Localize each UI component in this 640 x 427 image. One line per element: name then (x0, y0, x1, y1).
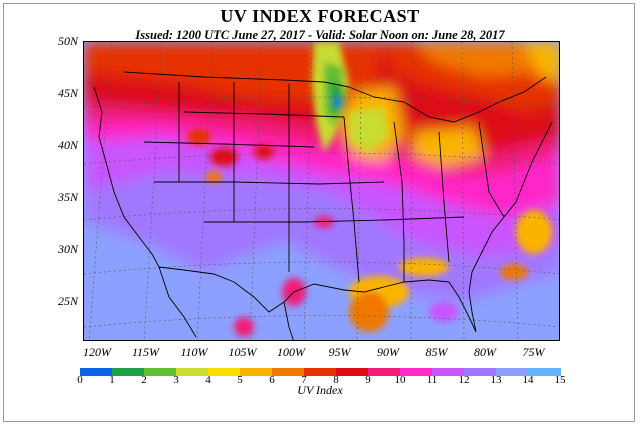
lat-label: 40N (57, 138, 78, 152)
figure-frame (3, 3, 635, 422)
colorbar-segment (336, 368, 369, 376)
map-subtitle: Issued: 1200 UTC June 27, 2017 - Valid: … (135, 28, 505, 42)
colorbar-segment (240, 368, 273, 376)
colorbar-segment (400, 368, 433, 376)
lat-label: 50N (57, 34, 78, 48)
uv-colorbar (80, 368, 561, 376)
lon-label: 110W (180, 345, 208, 359)
lon-label: 100W (277, 345, 305, 359)
lat-label: 25N (57, 294, 78, 308)
colorbar-tick-label: 15 (554, 374, 566, 386)
uv-map-graphic (84, 42, 559, 340)
colorbar-segment (176, 368, 209, 376)
colorbar-segment (304, 368, 337, 376)
colorbar-tick-label: 4 (205, 374, 211, 386)
lat-label: 35N (57, 190, 78, 204)
uv-index-map (83, 41, 560, 341)
lat-label: 30N (57, 242, 78, 256)
colorbar-title: UV Index (297, 383, 343, 397)
map-title: UV INDEX FORECAST (220, 6, 420, 26)
colorbar-segment (368, 368, 401, 376)
colorbar-segment (272, 368, 305, 376)
colorbar-segment (80, 368, 113, 376)
colorbar-tick-label: 9 (365, 374, 371, 386)
colorbar-segment (496, 368, 529, 376)
colorbar-segment (144, 368, 177, 376)
lon-label: 75W (522, 345, 545, 359)
colorbar-segment (528, 368, 561, 376)
lon-label: 120W (83, 345, 111, 359)
lon-label: 105W (228, 345, 257, 359)
colorbar-segment (208, 368, 241, 376)
lon-label: 80W (474, 345, 496, 359)
lon-label: 85W (425, 345, 448, 359)
colorbar-tick-label: 7 (301, 374, 307, 386)
colorbar-tick-label: 10 (394, 374, 406, 386)
colorbar-tick-label: 2 (141, 374, 147, 386)
colorbar-segment (432, 368, 465, 376)
colorbar-tick-label: 0 (77, 374, 83, 386)
lon-label: 95W (328, 345, 351, 359)
colorbar-tick-label: 8 (333, 374, 339, 386)
colorbar-segment (464, 368, 497, 376)
colorbar-tick-label: 6 (269, 374, 275, 386)
lon-label: 115W (131, 345, 160, 359)
colorbar-tick-label: 13 (490, 374, 502, 386)
colorbar-tick-label: 11 (426, 374, 438, 386)
colorbar-tick-label: 12 (458, 374, 470, 386)
colorbar-segment (112, 368, 145, 376)
lon-label: 90W (377, 345, 399, 359)
lat-label: 45N (57, 86, 78, 100)
colorbar-tick-label: 14 (522, 374, 534, 386)
colorbar-tick-label: 1 (109, 374, 115, 386)
colorbar-tick-label: 3 (173, 374, 179, 386)
colorbar-tick-label: 5 (237, 374, 243, 386)
